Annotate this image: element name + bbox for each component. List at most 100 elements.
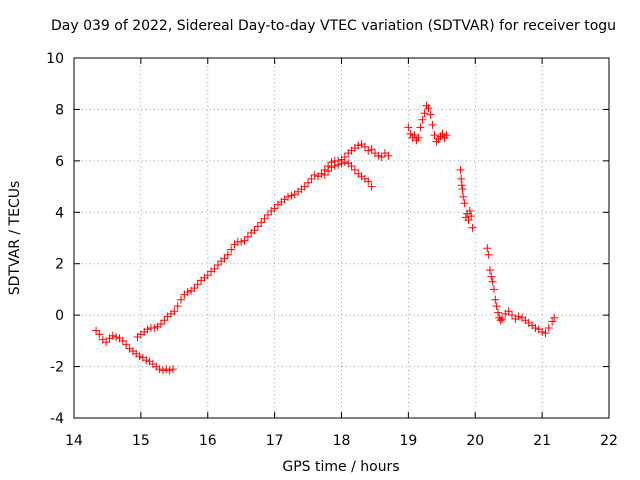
y-tick-label: 6 bbox=[55, 154, 64, 170]
data-point bbox=[544, 324, 553, 332]
data-point bbox=[488, 277, 497, 286]
series-segment-5 bbox=[456, 165, 477, 232]
x-tick-label: 21 bbox=[533, 433, 551, 449]
data-point bbox=[158, 366, 167, 375]
data-point bbox=[253, 222, 262, 231]
data-point bbox=[491, 295, 500, 304]
data-point bbox=[492, 302, 501, 311]
data-point bbox=[173, 302, 182, 311]
series-segment-3 bbox=[320, 158, 376, 191]
data-point bbox=[457, 174, 466, 183]
data-point bbox=[484, 250, 493, 259]
data-point bbox=[135, 352, 144, 361]
data-point bbox=[250, 226, 259, 235]
data-point bbox=[493, 308, 502, 317]
data-point bbox=[457, 181, 466, 190]
data-point bbox=[307, 174, 316, 183]
series-segment-4 bbox=[404, 101, 451, 146]
x-tick-label: 19 bbox=[399, 433, 417, 449]
data-point bbox=[514, 312, 523, 321]
data-point bbox=[489, 285, 498, 294]
data-point bbox=[354, 141, 363, 150]
data-point bbox=[327, 163, 336, 172]
data-point bbox=[193, 280, 202, 289]
y-tick-label: -2 bbox=[50, 360, 64, 376]
data-point bbox=[531, 324, 540, 332]
data-point bbox=[223, 250, 232, 259]
data-point bbox=[360, 142, 369, 151]
data-point bbox=[367, 145, 376, 154]
data-point bbox=[320, 171, 329, 179]
y-tick-label: 10 bbox=[46, 51, 64, 67]
y-tick-labels: -4 -2 0 2 4 6 8 10 bbox=[46, 51, 64, 427]
data-point bbox=[284, 192, 292, 201]
data-point bbox=[438, 129, 447, 138]
data-point bbox=[300, 182, 309, 191]
data-point bbox=[483, 244, 492, 253]
data-point bbox=[508, 311, 517, 320]
data-point bbox=[442, 131, 451, 140]
data-point bbox=[404, 123, 413, 132]
x-tick-label: 17 bbox=[266, 433, 284, 449]
data-point bbox=[168, 365, 177, 374]
data-point bbox=[420, 109, 429, 118]
data-point bbox=[310, 171, 319, 179]
data-point bbox=[240, 236, 249, 245]
data-point bbox=[350, 165, 359, 174]
data-point bbox=[334, 160, 343, 169]
data-point bbox=[347, 162, 356, 170]
x-tick-label: 15 bbox=[132, 433, 150, 449]
x-tick-label: 22 bbox=[600, 433, 618, 449]
data-point bbox=[317, 169, 326, 178]
x-axis-label: GPS time / hours bbox=[282, 459, 399, 475]
data-point bbox=[550, 313, 559, 322]
data-point bbox=[108, 331, 117, 340]
data-point bbox=[364, 146, 373, 155]
grid-lines bbox=[74, 58, 609, 418]
data-point bbox=[468, 223, 477, 232]
data-point bbox=[340, 158, 349, 167]
data-point bbox=[156, 320, 165, 329]
data-point bbox=[377, 153, 386, 161]
data-point bbox=[243, 232, 252, 241]
data-point bbox=[92, 326, 101, 335]
data-point bbox=[263, 210, 272, 219]
x-tick-label: 16 bbox=[199, 433, 217, 449]
data-point bbox=[257, 218, 266, 227]
data-point bbox=[374, 151, 383, 160]
x-tick-labels: 14 15 16 17 18 19 20 21 22 bbox=[65, 433, 618, 449]
data-point bbox=[177, 295, 185, 304]
series-segment-6 bbox=[483, 244, 559, 338]
data-point bbox=[213, 261, 222, 269]
data-point bbox=[112, 333, 121, 341]
data-point bbox=[337, 159, 346, 168]
series-segment-1 bbox=[92, 326, 177, 375]
data-point bbox=[416, 123, 425, 132]
data-point bbox=[304, 178, 313, 187]
y-tick-label: -4 bbox=[50, 411, 64, 427]
data-point bbox=[260, 214, 269, 223]
data-point bbox=[143, 325, 152, 334]
series-segment-2 bbox=[133, 140, 393, 341]
y-axis-label: SDTVAR / TECUs bbox=[7, 181, 23, 296]
data-point bbox=[487, 272, 496, 281]
data-point bbox=[220, 254, 229, 263]
data-point bbox=[165, 366, 174, 375]
data-point bbox=[456, 165, 465, 174]
data-point bbox=[160, 316, 169, 325]
data-point bbox=[95, 330, 104, 339]
y-tick-label: 2 bbox=[55, 257, 64, 273]
data-point bbox=[364, 177, 373, 186]
data-point bbox=[428, 120, 437, 129]
data-point bbox=[496, 316, 505, 325]
data-point bbox=[418, 115, 427, 124]
data-point bbox=[155, 365, 164, 374]
data-point bbox=[541, 329, 550, 338]
data-point bbox=[237, 237, 246, 246]
x-tick-label: 14 bbox=[65, 433, 83, 449]
data-point bbox=[459, 192, 468, 201]
data-point bbox=[162, 365, 171, 374]
data-point bbox=[170, 307, 179, 316]
data-point bbox=[142, 356, 151, 365]
